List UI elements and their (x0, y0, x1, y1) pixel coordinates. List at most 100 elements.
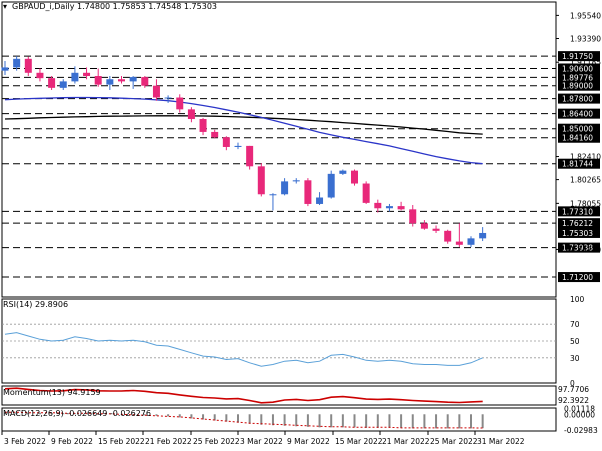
time-tick-label: 31 Mar 2022 (477, 437, 525, 446)
macd-bar-26 (306, 414, 309, 427)
candle-28 (327, 170, 335, 199)
candle-body (420, 223, 428, 229)
macd-bar-36 (423, 414, 426, 429)
price-tag-label: 1.73938 (562, 244, 593, 253)
rsi-tick-label: 100 (570, 295, 585, 304)
candle-body (327, 173, 335, 198)
macd-tick-label: 0.00000 (564, 410, 595, 419)
candle-25 (292, 178, 300, 184)
price-tag-box (558, 123, 600, 134)
price-tag-box (558, 93, 600, 104)
candle-body (397, 206, 405, 210)
time-tick-label: 9 Mar 2022 (287, 437, 330, 446)
candle-24 (281, 178, 289, 196)
candle-30 (351, 169, 358, 186)
macd-bar-17 (202, 414, 205, 420)
macd-bar-16 (190, 414, 193, 419)
price-tag-box (558, 272, 600, 283)
candle-4 (48, 76, 56, 90)
price-tag-box (558, 72, 600, 83)
candle-body (24, 58, 32, 73)
time-axis: 3 Feb 2022 9 Feb 2022 15 Feb 2022 21 Feb 20… (1, 431, 525, 446)
candle-body (455, 241, 463, 245)
candle-body (316, 197, 324, 204)
macd-bar-21 (248, 414, 251, 424)
candle-body (106, 79, 114, 85)
candle-body (36, 72, 44, 79)
candle-36 (420, 220, 428, 230)
candle-16 (187, 107, 195, 123)
ma-slow-line (4, 115, 483, 135)
macd-bar-7 (85, 413, 88, 415)
macd-bar-22 (260, 414, 263, 425)
rsi-tick-label: 70 (570, 320, 580, 329)
macd-bar-41 (481, 414, 484, 429)
candle-body (187, 109, 195, 120)
rsi-tick-label: 30 (570, 354, 580, 363)
price-tag-label: 1.91750 (562, 52, 593, 61)
candle-8 (94, 68, 102, 87)
macd-bar-32 (376, 414, 379, 428)
macd-bar-20 (237, 414, 239, 423)
candle-body (304, 180, 312, 204)
time-tick-label: 15 Mar 2022 (335, 437, 383, 446)
candle-12 (141, 76, 149, 88)
candle-5 (59, 79, 67, 90)
price-tag-box (558, 51, 600, 62)
candle-body (152, 85, 160, 98)
macd-tick-label: -0.02983 (564, 426, 598, 435)
moving-averages (4, 96, 483, 165)
price-tag-box (558, 227, 600, 238)
candle-body (467, 238, 475, 245)
candle-body (211, 131, 219, 138)
rsi-label: RSI(14) 29.8906 (3, 300, 68, 309)
candle-body (199, 119, 207, 132)
price-tag-label: 1.71200 (562, 273, 593, 282)
macd-bar-31 (365, 414, 368, 428)
candle-body (118, 79, 125, 82)
momentum-line (4, 387, 483, 404)
candle-body (339, 170, 347, 174)
price-tag-label: 1.77310 (562, 207, 593, 216)
price-tag-box (558, 158, 600, 169)
macd-bar-37 (435, 414, 438, 429)
macd-bar-1 (15, 412, 18, 415)
macd-bar-19 (225, 414, 228, 422)
collapse-triangle-icon[interactable]: ▾ (3, 2, 7, 11)
candle-29 (339, 169, 347, 175)
candle-9 (106, 76, 114, 90)
price-tag-label: 1.84160 (562, 134, 593, 143)
panel-frame-3 (1, 407, 557, 432)
price-tag-label: 1.86400 (562, 110, 593, 119)
candle-body (351, 170, 358, 184)
macd-bar-5 (62, 413, 65, 415)
candle-18 (211, 129, 219, 139)
candle-3 (36, 68, 44, 82)
macd-bar-29 (341, 414, 344, 428)
candle-21 (246, 145, 254, 170)
rsi-tick-label: 50 (570, 337, 580, 346)
candle-1 (13, 56, 21, 71)
candle-body (94, 76, 102, 85)
candle-31 (362, 181, 370, 204)
macd-bar-28 (330, 414, 333, 428)
chart-header: GBPAUD_i,Daily 1.74800 1.75853 1.74548 1… (12, 2, 217, 11)
price-tag-box (558, 218, 600, 229)
price-tick-label: 1.82410 (570, 153, 601, 162)
price-tag-box (558, 132, 600, 143)
price-tag-box (558, 80, 600, 91)
candle-body (385, 206, 393, 209)
macd-label: MACD(12,26,9) -0.026649 -0.026276 (3, 409, 151, 418)
macd-bar-14 (167, 414, 170, 417)
candle-14 (164, 95, 172, 103)
candle-body (374, 202, 382, 209)
candle-body (83, 72, 91, 77)
candle-35 (409, 205, 417, 227)
macd-bar-23 (271, 414, 274, 426)
candle-6 (71, 66, 79, 84)
time-tick-label: 21 Mar 2022 (382, 437, 430, 446)
price-tag-label: 1.89000 (562, 82, 593, 91)
price-tag-box (558, 206, 600, 217)
